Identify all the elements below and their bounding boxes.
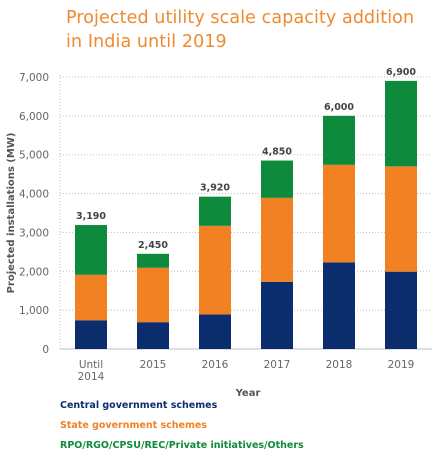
x-tick-label: 2018 — [326, 359, 353, 371]
y-axis-title: Projected installations (MW) — [6, 133, 17, 294]
bar-segment — [75, 274, 107, 321]
bar-total-label: 2,450 — [138, 240, 168, 251]
bar-segment — [323, 262, 355, 349]
bar-total-label: 4,850 — [262, 147, 292, 158]
x-tick-label: 2014 — [78, 371, 105, 383]
x-axis-title: Year — [235, 388, 261, 399]
chart-legend: Central government schemes State governm… — [60, 396, 304, 456]
y-tick-label: 4,000 — [19, 189, 49, 201]
bar-segment — [261, 160, 293, 198]
legend-item-rpo-private: RPO/RGO/CPSU/REC/Private initiatives/Oth… — [60, 440, 304, 451]
bar-total-label: 6,000 — [324, 102, 354, 113]
y-tick-label: 2,000 — [19, 266, 49, 278]
bar-segment — [199, 225, 231, 315]
x-tick-label: 2016 — [202, 359, 229, 371]
bar-segment — [261, 197, 293, 282]
legend-item-central: Central government schemes — [60, 400, 218, 411]
chart-title: Projected utility scale capacity additio… — [66, 6, 426, 54]
bar-total-label: 3,190 — [76, 211, 106, 222]
bar-segment — [323, 164, 355, 263]
bar-segment — [137, 322, 169, 349]
y-tick-label: 3,000 — [19, 227, 49, 239]
y-tick-label: 6,000 — [19, 111, 49, 123]
bar-segment — [323, 115, 355, 165]
bar-segment — [75, 320, 107, 349]
x-tick-label: 2019 — [388, 359, 415, 371]
bar-total-label: 3,920 — [200, 183, 230, 194]
bar-total-label: 6,900 — [386, 67, 416, 78]
bar-segment — [199, 196, 231, 226]
y-tick-label: 0 — [42, 344, 49, 356]
x-tick-label: 2017 — [264, 359, 291, 371]
bar-segment — [385, 80, 417, 167]
stacked-bar-chart: 0 1,000 2,000 3,000 4,000 5,000 6,000 7,000 3,19… — [6, 67, 432, 399]
bar-segment — [75, 225, 107, 275]
bar-segment — [137, 253, 169, 268]
bar-segment — [137, 267, 169, 323]
bar-segment — [199, 314, 231, 349]
x-tick-label: Until — [79, 359, 103, 371]
bar-segment — [261, 281, 293, 349]
chart-title-line-1: Projected utility scale capacity additio… — [66, 8, 415, 28]
bar-segment — [385, 166, 417, 272]
y-tick-label: 5,000 — [19, 150, 49, 162]
y-tick-label: 7,000 — [19, 72, 49, 84]
bar-segment — [385, 271, 417, 349]
x-tick-label: 2015 — [140, 359, 167, 371]
legend-item-state: State government schemes — [60, 420, 207, 431]
y-tick-label: 1,000 — [19, 305, 49, 317]
chart-title-line-2: in India until 2019 — [66, 32, 227, 52]
